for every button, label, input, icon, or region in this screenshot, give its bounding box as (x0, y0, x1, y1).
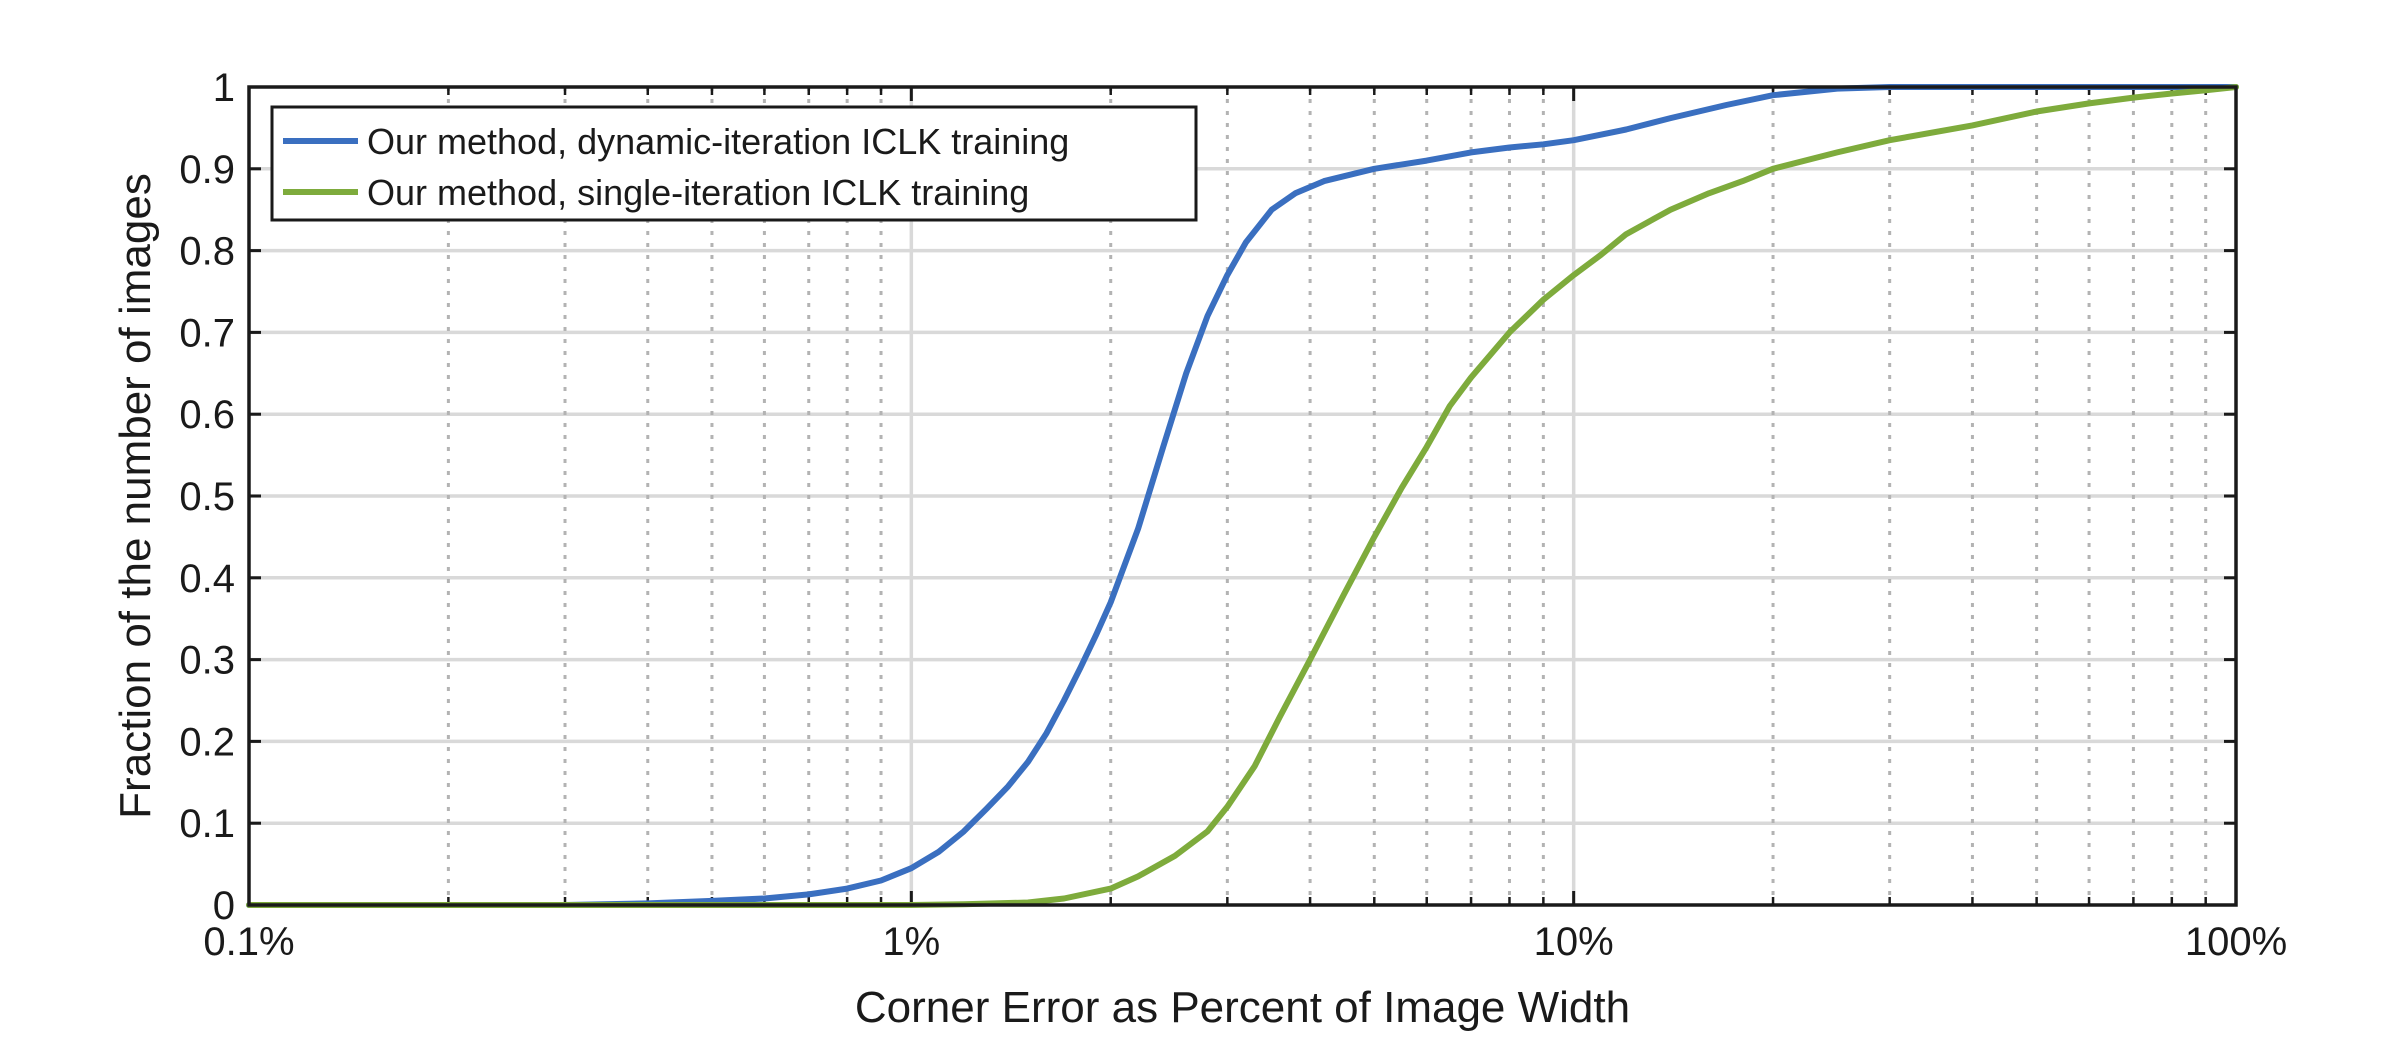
axis-ticks (247, 85, 2238, 907)
series-line-0 (246, 84, 2239, 908)
legend-label-dynamic: Our method, dynamic-iteration ICLK train… (367, 121, 1069, 162)
tick-labels: 0 0.1 0.2 0.3 0.4 0.5 0.6 0.7 0.8 0.9 1 0.1% 1% 10% 10… (179, 66, 2287, 964)
y-tick-label: 0.8 (179, 230, 235, 274)
x-axis-title: Corner Error as Percent of Image Width (855, 983, 1630, 1032)
y-tick-label: 0.4 (179, 557, 235, 601)
y-axis-title: Fraction of the number of images (111, 173, 160, 819)
y-tick-label: 0.6 (179, 393, 235, 437)
legend-box (270, 105, 1198, 222)
legend: Our method, dynamic-iteration ICLK train… (270, 105, 1198, 222)
y-tick-label: 0.2 (179, 720, 235, 764)
legend-label-single: Our method, single-iteration ICLK traini… (367, 172, 1029, 213)
x-tick-label: 10% (1534, 920, 1614, 964)
y-tick-label: 0 (213, 884, 235, 928)
series-lines (246, 84, 2239, 908)
y-tick-label: 0.5 (179, 475, 235, 519)
x-tick-label: 0.1% (203, 920, 294, 964)
y-tick-label: 1 (213, 66, 235, 110)
y-tick-label: 0.7 (179, 311, 235, 355)
plot-frame (247, 85, 2238, 907)
y-tick-label: 0.1 (179, 802, 235, 846)
y-tick-label: 0.3 (179, 639, 235, 683)
x-tick-label: 1% (882, 920, 940, 964)
y-tick-label: 0.9 (179, 148, 235, 192)
x-tick-label: 100% (2185, 920, 2287, 964)
series-line-1 (246, 84, 2239, 908)
grid-lines (249, 87, 2236, 905)
